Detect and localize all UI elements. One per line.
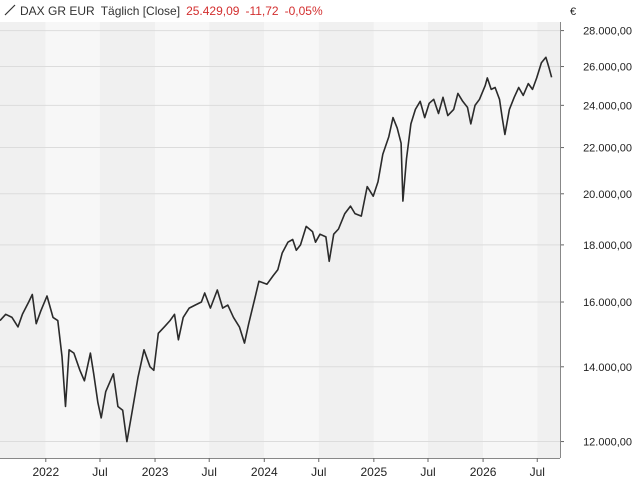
x-tick-label: 2022 (32, 465, 59, 479)
price-change-percent: -0,05% (284, 4, 323, 18)
period-bands (0, 22, 560, 458)
period-band (318, 22, 374, 458)
period-band (209, 22, 265, 458)
period-band (0, 22, 46, 458)
x-tick-label: Jul (420, 465, 435, 479)
period-band (428, 22, 484, 458)
chart-legend: DAX GR EUR Täglich [Close] 25.429,09 -11… (0, 0, 329, 22)
series-layer (0, 56, 553, 443)
price-line (0, 56, 553, 443)
y-tick-label: 26.000,00 (583, 62, 632, 74)
x-tick-label: 2023 (142, 465, 169, 479)
y-tick-label: 12.000,00 (583, 437, 632, 449)
x-tick-label: Jul (202, 465, 217, 479)
y-tick-label: 22.000,00 (583, 143, 632, 155)
last-price: 25.429,09 (186, 4, 240, 18)
y-tick-label: 20.000,00 (583, 189, 632, 201)
period-band (483, 22, 538, 458)
currency-label: € (570, 6, 576, 18)
instrument-name: DAX GR EUR (20, 4, 95, 18)
y-tick-label: 24.000,00 (583, 100, 632, 112)
y-tick-label: 28.000,00 (583, 26, 632, 38)
x-tick-label: Jul (311, 465, 326, 479)
y-tick-label: 18.000,00 (583, 240, 632, 252)
y-axis: 28.000,00 26.000,00 24.000,00 22.000,00 20.0… (560, 6, 632, 458)
interval-label: Täglich [Close] (100, 4, 181, 18)
x-tick-label: 2025 (360, 465, 387, 479)
x-tick-label: 2026 (470, 465, 497, 479)
period-band (537, 22, 560, 458)
period-band (99, 22, 156, 458)
price-change: -11,72 (245, 4, 279, 18)
period-band (155, 22, 210, 458)
y-tick-label: 14.000,00 (583, 362, 632, 374)
line-chart-icon (4, 4, 16, 19)
x-axis: 2022 Jul 2023 Jul 2024 Jul 2025 Jul 2026 Jul (0, 458, 560, 479)
y-tick-label: 16.000,00 (583, 297, 632, 309)
x-tick-label: Jul (92, 465, 107, 479)
period-band (373, 22, 429, 458)
x-tick-label: Jul (530, 465, 545, 479)
x-tick-label: 2024 (251, 465, 278, 479)
period-band (45, 22, 100, 458)
gridlines (0, 30, 560, 443)
